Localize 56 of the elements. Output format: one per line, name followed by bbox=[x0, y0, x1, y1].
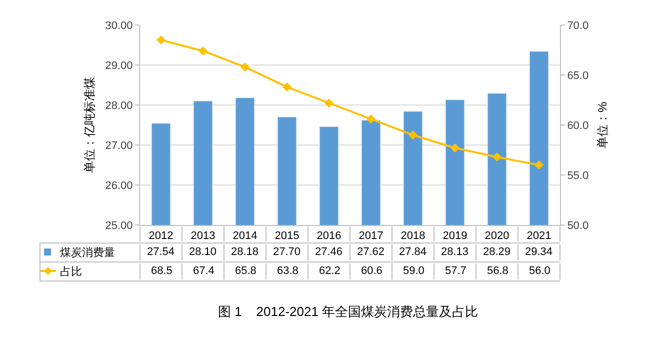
y-tick-label: 26.00 bbox=[105, 180, 133, 192]
data-label: 63.8 bbox=[277, 265, 298, 277]
legend-label: 煤炭消费量 bbox=[60, 246, 115, 259]
data-label: 27.84 bbox=[399, 246, 427, 258]
data-label: 27.70 bbox=[273, 246, 301, 258]
x-tick-label: 2020 bbox=[484, 230, 510, 242]
y2-tick-label: 55.0 bbox=[567, 170, 589, 182]
x-tick-label: 2013 bbox=[190, 230, 216, 242]
x-tick-label: 2018 bbox=[400, 230, 426, 242]
point bbox=[282, 82, 292, 92]
caption: 图 1 2012-2021 年全国煤炭消费总量及占比 bbox=[218, 304, 478, 319]
y-tick-label: 30.00 bbox=[105, 20, 133, 32]
data-label: 60.6 bbox=[361, 265, 382, 277]
y-tick-label: 27.00 bbox=[105, 140, 133, 152]
data-label: 57.7 bbox=[445, 265, 466, 277]
x-tick-label: 2019 bbox=[442, 230, 468, 242]
y-tick-label: 25.00 bbox=[105, 220, 133, 232]
data-label: 29.34 bbox=[525, 246, 553, 258]
y2-tick-label: 70.0 bbox=[567, 20, 589, 32]
data-label: 68.5 bbox=[151, 265, 172, 277]
x-tick-label: 2012 bbox=[148, 230, 174, 242]
data-label: 28.10 bbox=[189, 246, 217, 258]
x-tick-label: 2015 bbox=[274, 230, 300, 242]
point bbox=[450, 143, 460, 153]
data-label: 65.8 bbox=[235, 265, 256, 277]
point bbox=[324, 98, 334, 108]
data-label: 62.2 bbox=[319, 265, 340, 277]
data-label: 27.62 bbox=[357, 246, 385, 258]
point bbox=[408, 130, 418, 140]
x-tick-label: 2016 bbox=[316, 230, 342, 242]
data-label: 67.4 bbox=[193, 265, 214, 277]
data-label: 56.8 bbox=[487, 265, 508, 277]
data-label: 59.0 bbox=[403, 265, 424, 277]
point bbox=[366, 114, 376, 124]
x-tick-label: 2017 bbox=[358, 230, 384, 242]
legend-label: 占比 bbox=[60, 265, 82, 278]
point bbox=[534, 160, 544, 170]
data-label: 27.46 bbox=[315, 246, 343, 258]
data-label: 28.13 bbox=[441, 246, 469, 258]
y2-axis-title: 单位：% bbox=[596, 101, 610, 148]
data-label: 56.0 bbox=[529, 265, 550, 277]
point bbox=[156, 35, 166, 45]
point bbox=[492, 152, 502, 162]
y-axis-title: 单位：亿吨标准煤 bbox=[82, 77, 97, 173]
data-label: 27.54 bbox=[147, 246, 175, 258]
point bbox=[198, 46, 208, 56]
y2-tick-label: 65.0 bbox=[567, 70, 589, 82]
data-label: 28.29 bbox=[483, 246, 511, 258]
point bbox=[240, 62, 250, 72]
y-tick-label: 28.00 bbox=[105, 100, 133, 112]
data-label: 28.18 bbox=[231, 246, 259, 258]
y2-tick-label: 50.0 bbox=[567, 220, 589, 232]
x-tick-label: 2014 bbox=[232, 230, 258, 242]
y2-tick-label: 60.0 bbox=[567, 120, 589, 132]
x-tick-label: 2021 bbox=[526, 230, 552, 242]
y-tick-label: 29.00 bbox=[105, 60, 133, 72]
